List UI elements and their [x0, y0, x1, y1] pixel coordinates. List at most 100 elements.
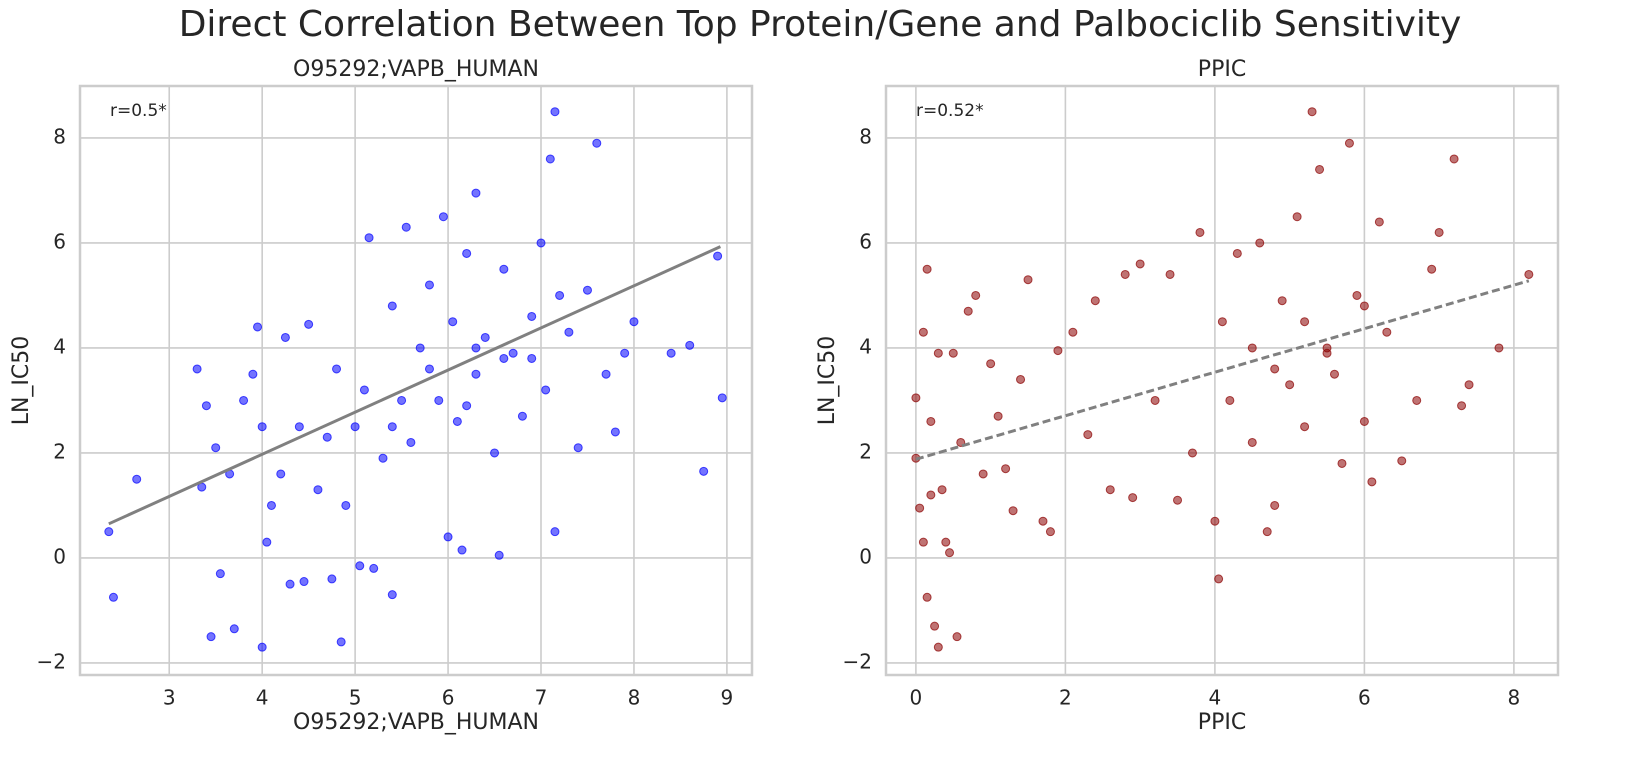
point [926, 416, 936, 426]
point [350, 422, 360, 432]
point [434, 395, 444, 405]
point [262, 537, 272, 547]
point [471, 343, 481, 353]
point [1359, 416, 1369, 426]
x-axis-label: O95292;VAPB_HUMAN [293, 710, 539, 735]
point [922, 592, 932, 602]
point [1427, 264, 1437, 274]
point [1053, 346, 1063, 356]
regression-line [915, 279, 1530, 461]
point [911, 393, 921, 403]
point [494, 550, 504, 560]
point [527, 311, 537, 321]
point [1001, 464, 1011, 474]
point [978, 469, 988, 479]
point [1329, 369, 1339, 379]
point [490, 448, 500, 458]
y-tick-label: −2 [843, 649, 872, 673]
point [387, 301, 397, 311]
point [1315, 164, 1325, 174]
point [462, 248, 472, 258]
point [508, 348, 518, 358]
point [341, 500, 351, 510]
point [229, 624, 239, 634]
point [322, 432, 332, 442]
point [1008, 506, 1018, 516]
y-tick-label: 8 [859, 124, 872, 148]
subplot-title: PPIC [1198, 57, 1246, 82]
point [933, 348, 943, 358]
point [933, 642, 943, 652]
point [573, 443, 583, 453]
y-axis-label: LN_IC50 [9, 336, 34, 426]
point [541, 385, 551, 395]
y-tick-label: 4 [859, 334, 872, 358]
point [986, 359, 996, 369]
point [452, 416, 462, 426]
point [201, 401, 211, 411]
y-tick-label: −2 [37, 649, 66, 673]
point [1367, 477, 1377, 487]
point [1382, 327, 1392, 337]
point [582, 285, 592, 295]
point [1038, 516, 1048, 526]
point [1322, 348, 1332, 358]
plot-frame [884, 84, 1560, 677]
x-tick-label: 6 [1358, 686, 1371, 710]
x-tick-label: 5 [349, 686, 362, 710]
x-axis-label: PPIC [1198, 710, 1246, 735]
point [629, 317, 639, 327]
point [1128, 493, 1138, 503]
point [401, 222, 411, 232]
point [915, 503, 925, 513]
point [550, 527, 560, 537]
point [952, 632, 962, 642]
point [332, 364, 342, 374]
point [1412, 395, 1422, 405]
y-tick-label: 0 [859, 544, 872, 568]
point [922, 264, 932, 274]
point [527, 353, 537, 363]
y-tick-label: 4 [53, 334, 66, 358]
subplot-title: O95292;VAPB_HUMAN [293, 57, 539, 82]
point [359, 385, 369, 395]
point [941, 537, 951, 547]
point [1270, 364, 1280, 374]
point [304, 319, 314, 329]
point [1068, 327, 1078, 337]
point [1434, 227, 1444, 237]
point [132, 474, 142, 484]
point [276, 469, 286, 479]
point [1232, 248, 1242, 258]
point [355, 561, 365, 571]
point [248, 369, 258, 379]
point [713, 251, 723, 261]
point [1277, 296, 1287, 306]
point [926, 490, 936, 500]
point [971, 290, 981, 300]
point [1285, 380, 1295, 390]
point [610, 427, 620, 437]
point [1135, 259, 1145, 269]
point [462, 401, 472, 411]
point [1225, 395, 1235, 405]
y-tick-label: 0 [53, 544, 66, 568]
point [937, 485, 947, 495]
x-tick-label: 8 [628, 686, 641, 710]
point [378, 453, 388, 463]
point [406, 437, 416, 447]
plot-frame [78, 84, 754, 677]
x-tick-label: 4 [256, 686, 269, 710]
x-tick-label: 6 [442, 686, 455, 710]
point [215, 569, 225, 579]
point [104, 527, 114, 537]
point [192, 364, 202, 374]
point [499, 264, 509, 274]
point [1187, 448, 1197, 458]
annotation: r=0.52* [916, 101, 984, 121]
point [1016, 374, 1026, 384]
point [1300, 317, 1310, 327]
point [1494, 343, 1504, 353]
point [1344, 138, 1354, 148]
point [471, 188, 481, 198]
